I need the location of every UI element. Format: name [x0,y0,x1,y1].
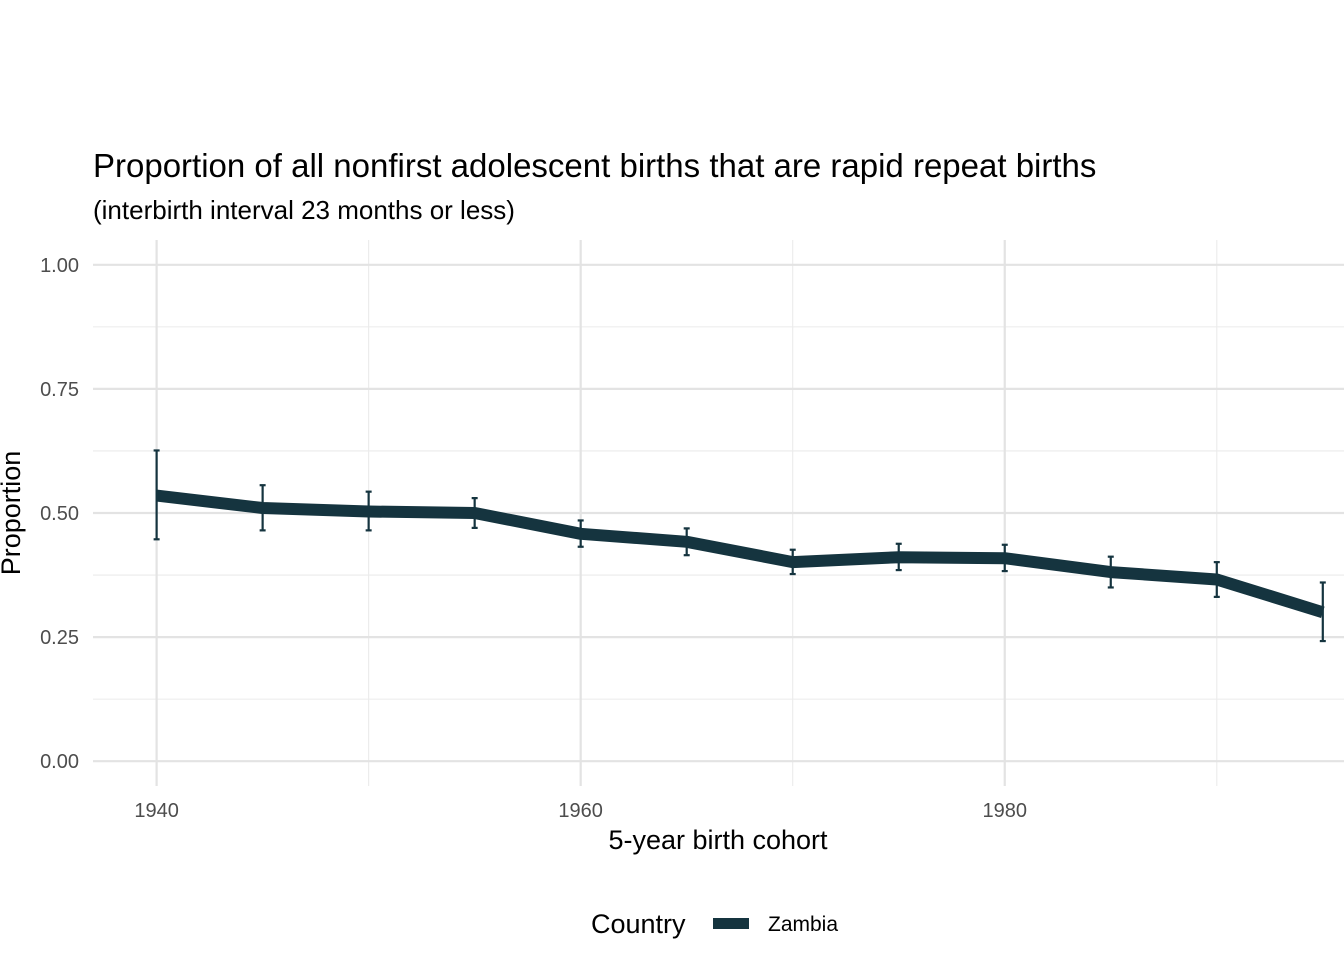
legend-title: Country [591,909,686,939]
y-axis-title: Proportion [0,451,26,576]
y-tick-label: 0.00 [40,751,79,773]
x-tick-label: 1940 [134,800,179,822]
chart-title: Proportion of all nonfirst adolescent bi… [93,147,1096,184]
y-axis-tick-labels: 0.00 0.25 0.50 0.75 1.00 [40,255,79,773]
error-bar [153,449,160,541]
chart-subtitle: (interbirth interval 23 months or less) [93,195,515,225]
x-axis-title: 5-year birth cohort [608,825,828,855]
y-tick-label: 0.75 [40,379,79,401]
legend-label-zambia: Zambia [768,913,838,936]
legend-key-zambia [713,918,749,929]
series-line-zambia [155,489,1325,619]
series-group [155,489,1325,619]
x-tick-label: 1960 [558,800,603,822]
x-axis-tick-labels: 1940 1960 1980 [134,800,1027,822]
legend: Country Zambia [591,909,838,939]
x-tick-label: 1980 [982,800,1027,822]
error-bars [153,449,1326,643]
y-tick-label: 1.00 [40,255,79,277]
y-tick-label: 0.25 [40,627,79,649]
y-tick-label: 0.50 [40,503,79,525]
